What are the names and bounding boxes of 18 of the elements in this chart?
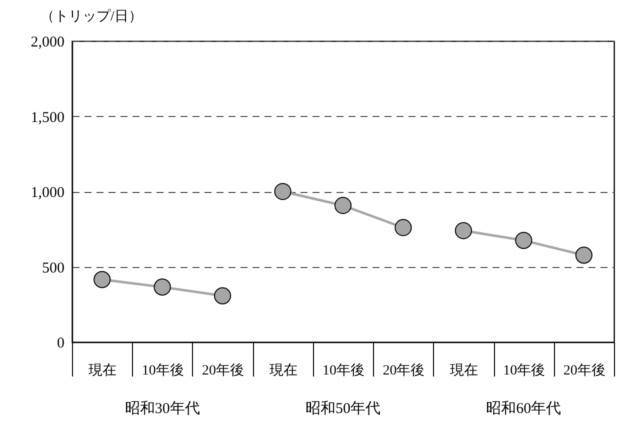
x-tick-label: 現在 <box>269 362 298 378</box>
text: 昭和50年代 <box>306 400 380 417</box>
x-tick-label: 20年後 <box>382 362 425 378</box>
text: 昭和30年代 <box>124 400 200 417</box>
y-tick-label: 1,500 <box>30 110 64 126</box>
y-tick-label: 1,000 <box>30 185 64 201</box>
y-tick-label: 0 <box>57 336 64 352</box>
x-tick-label: 20年後 <box>563 362 606 378</box>
y-tick-label: 500 <box>42 260 64 276</box>
y-axis-title: （トリップ/日） <box>40 8 142 24</box>
y-tick-label: 2,000 <box>30 34 64 50</box>
x-tick-label: 10年後 <box>322 362 364 378</box>
x-tick-label: 現在 <box>450 362 478 378</box>
x-tick-label: 20年後 <box>202 362 244 378</box>
x-tick-label: 10年後 <box>503 362 546 378</box>
text: 昭和60年代 <box>486 400 562 417</box>
x-tick-label: 現在 <box>88 362 117 378</box>
x-tick-label: 10年後 <box>142 362 184 378</box>
